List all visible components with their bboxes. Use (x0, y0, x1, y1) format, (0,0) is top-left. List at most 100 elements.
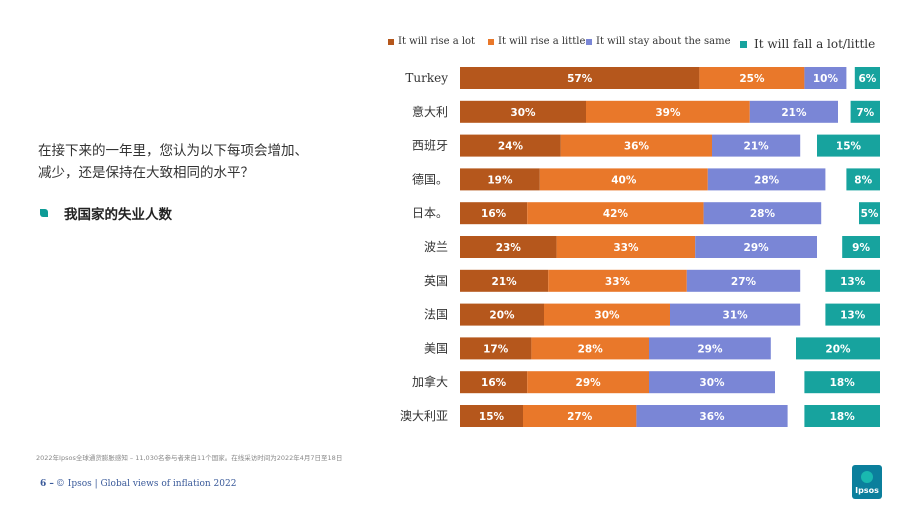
bar-segment (854, 67, 880, 89)
category-label: Turkey (405, 71, 448, 85)
data-label: 25% (739, 73, 765, 85)
logo-mark-icon (861, 471, 873, 483)
data-label: 17% (483, 343, 509, 355)
bar-segment (796, 337, 880, 360)
data-label: 39% (655, 107, 681, 119)
bar-segment (686, 269, 801, 292)
data-label: 28% (750, 208, 776, 220)
bar-segment (539, 168, 708, 191)
footer-credit: © Ipsos | Global views of inflation 2022 (55, 479, 237, 489)
bar-segment (527, 371, 649, 394)
data-label: 19% (487, 174, 513, 186)
data-label: 15% (479, 411, 505, 423)
bar-segment (460, 337, 532, 360)
bar-segment (804, 405, 880, 427)
bar-segment (586, 100, 750, 123)
category-label: 意大利 (412, 104, 448, 119)
bar-segment (560, 134, 712, 157)
bar-segment (523, 405, 637, 427)
question-text: 在接下来的一年里，您认为以下每项会增加、减少，还是保持在大致相同的水平？ (38, 143, 308, 181)
bar-segment (699, 67, 805, 89)
bar-segment (649, 371, 775, 394)
legend-label-rise-lot: It will rise a lot (398, 36, 476, 47)
category-label: 日本。 (412, 206, 448, 220)
bar-segment (649, 337, 771, 360)
bar-segment (548, 269, 687, 292)
category-label: 波兰 (424, 240, 448, 254)
category-label: 加拿大 (412, 374, 448, 389)
data-label: 6% (858, 73, 876, 85)
data-label: 5% (861, 208, 879, 220)
bullet-icon (40, 209, 48, 217)
page-footer: 6 – © Ipsos | Global views of inflation … (40, 479, 236, 489)
data-label: 36% (699, 411, 725, 423)
bar-segment (527, 202, 704, 225)
bar-segment (460, 269, 549, 292)
bar-segment (460, 134, 561, 157)
data-label: 23% (496, 242, 522, 254)
bar-segment (859, 202, 880, 225)
data-label: 16% (481, 377, 507, 389)
subject-label: 我国家的失业人数 (38, 203, 172, 223)
legend-swatch-same (586, 38, 592, 45)
data-label: 33% (613, 242, 639, 254)
data-label: 21% (781, 107, 807, 119)
bar-segment (460, 405, 523, 427)
data-label: 9% (852, 242, 870, 254)
legend-item-fall: It will fall a lot/little (740, 37, 875, 51)
category-label: 英国 (424, 274, 448, 288)
data-label: 13% (840, 310, 866, 322)
bar-segment (695, 236, 817, 258)
bar-segment (850, 100, 880, 123)
bar-segment (825, 269, 880, 292)
bar-segment (460, 67, 700, 89)
logo-text: Ipsos (855, 486, 879, 495)
category-label: 澳大利亚 (400, 409, 448, 423)
data-label: 28% (578, 343, 604, 355)
legend-item-rise-little: It will rise a little (488, 36, 585, 47)
bar-segment (842, 236, 880, 258)
data-label: 27% (567, 411, 593, 423)
bar-segment (460, 303, 544, 326)
bar-segment (712, 134, 801, 157)
bar-segment (825, 303, 880, 326)
bar-segment (636, 405, 788, 427)
ipsos-logo: Ipsos (852, 465, 882, 499)
data-label: 24% (498, 141, 524, 153)
legend-swatch-rise-lot (388, 38, 394, 45)
data-label: 27% (731, 276, 757, 288)
subject-text: 我国家的失业人数 (64, 207, 172, 223)
category-label: 德国。 (412, 171, 448, 186)
bar-segment (749, 100, 838, 123)
legend-swatch-rise-little (488, 38, 494, 45)
data-label: 42% (603, 208, 629, 220)
bar-segment (804, 371, 880, 394)
data-label: 30% (594, 310, 620, 322)
data-label: 7% (856, 107, 874, 119)
data-label: 57% (567, 73, 593, 85)
bar-segment (460, 202, 528, 225)
data-label: 29% (576, 377, 602, 389)
data-label: 20% (489, 310, 515, 322)
legend-swatch-fall (740, 40, 747, 48)
data-label: 40% (611, 174, 637, 186)
source-footnote: 2022年Ipsos全球通货膨胀感知 – 11,030名参与者来自11个国家。在… (36, 454, 343, 462)
bar-segment (460, 236, 557, 258)
bar-segment (846, 168, 880, 191)
category-label: 西班牙 (412, 139, 448, 153)
data-label: 21% (492, 276, 518, 288)
category-label: 美国 (424, 341, 448, 355)
data-label: 15% (836, 141, 862, 153)
bar-segment (460, 168, 540, 191)
legend-label-same: It will stay about the same (596, 36, 731, 47)
legend-label-fall: It will fall a lot/little (754, 37, 876, 51)
data-label: 8% (854, 174, 872, 186)
bar-segment (531, 337, 649, 360)
data-label: 21% (744, 141, 770, 153)
data-label: 30% (510, 107, 536, 119)
page-number: 6 – (40, 479, 54, 489)
data-label: 33% (605, 276, 631, 288)
data-label: 36% (624, 141, 650, 153)
data-label: 10% (813, 73, 839, 85)
